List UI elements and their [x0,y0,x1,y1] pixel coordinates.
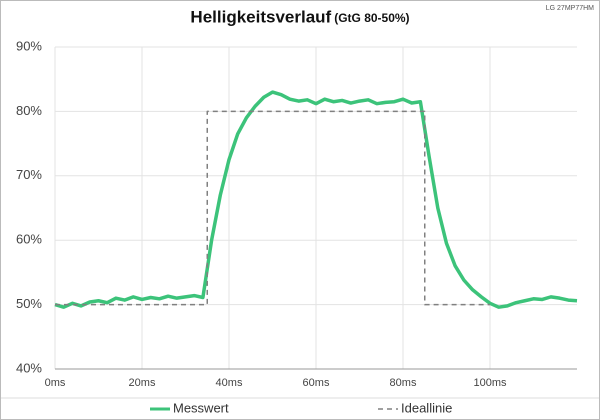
y-tick-label: 40% [16,360,42,375]
data-line [54,90,578,309]
x-tick-label: 60ms [303,377,330,389]
x-tick-label: 0ms [45,377,66,389]
y-tick-label: 90% [16,38,42,53]
y-tick-label: 80% [16,103,42,118]
x-tick-label: 80ms [390,377,417,389]
y-tick-label: 70% [16,167,42,182]
chart-title: Helligkeitsverlauf [190,7,331,26]
corner-label: LG 27MP77HM [546,5,594,12]
data-line [55,110,490,306]
legend-label: Messwert [173,400,229,415]
y-tick-label: 50% [16,296,42,311]
legend-label: Ideallinie [401,400,452,415]
x-tick-label: 100ms [473,377,507,389]
chart-title-note: (GtG 80-50%) [334,11,409,25]
x-tick-label: 40ms [216,377,243,389]
x-tick-label: 20ms [129,377,156,389]
y-tick-label: 60% [16,232,42,247]
